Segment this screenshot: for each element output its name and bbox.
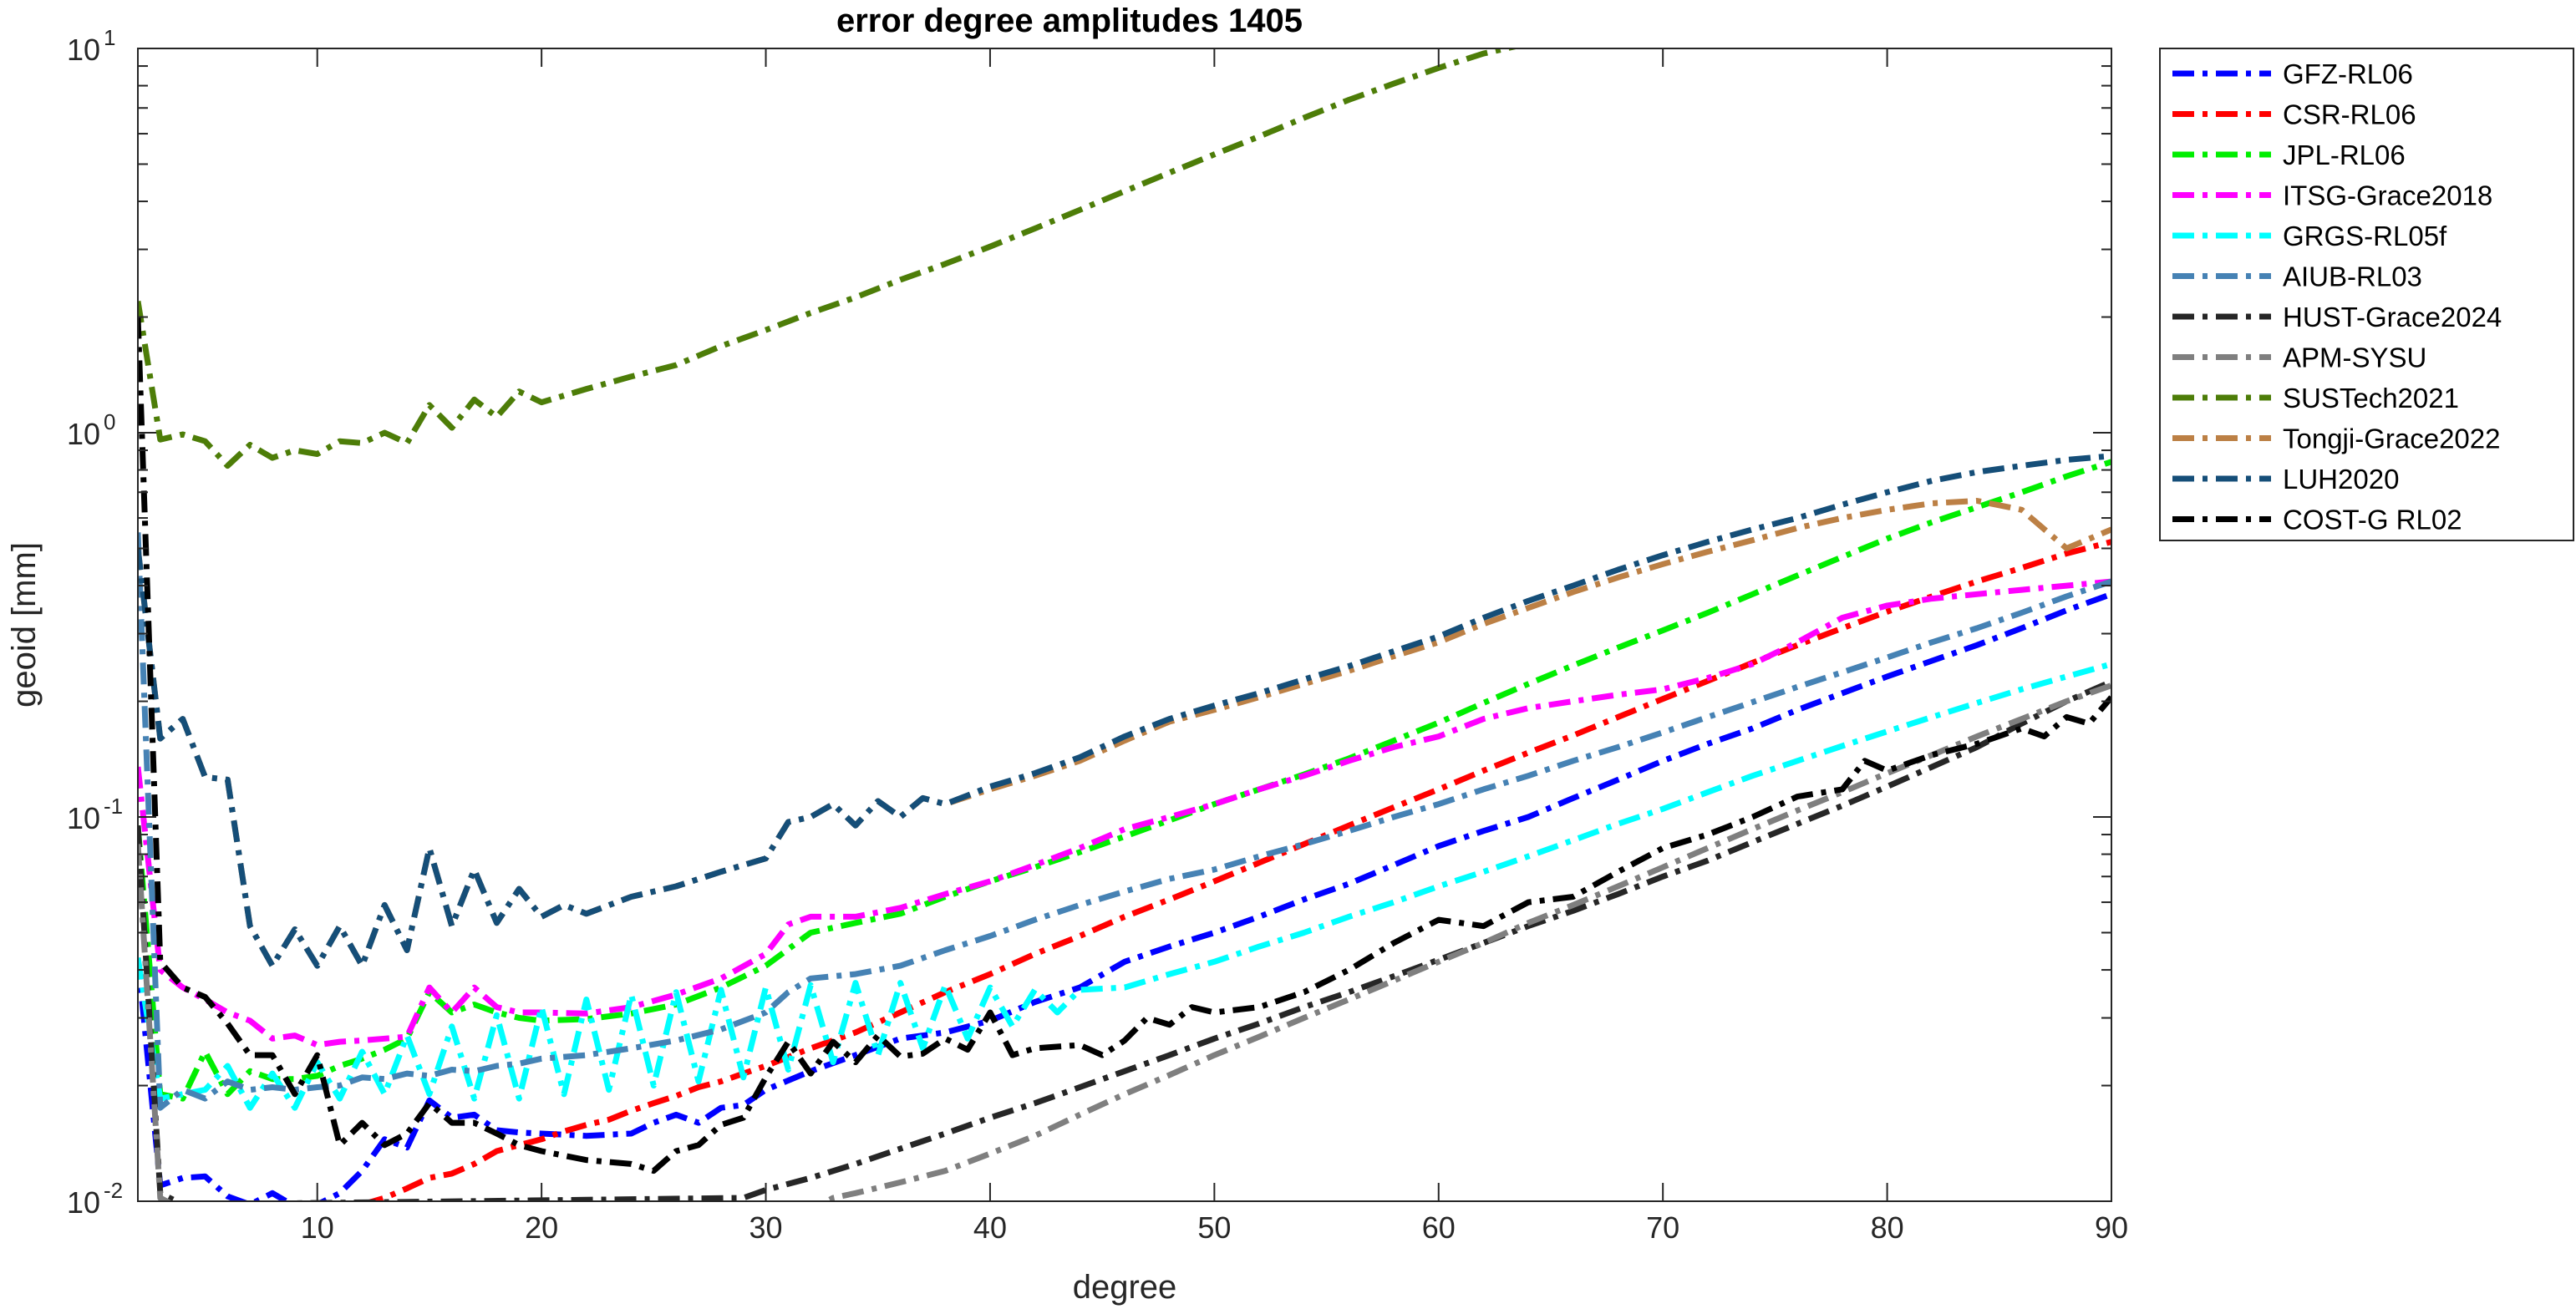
legend-label: ITSG-Grace2018 (2283, 180, 2492, 211)
legend-label: AIUB-RL03 (2283, 261, 2422, 292)
x-tick-label: 90 (2095, 1210, 2128, 1245)
x-tick-label: 70 (1646, 1210, 1679, 1245)
x-tick-label: 20 (525, 1210, 558, 1245)
series-line-5 (138, 532, 2111, 1111)
y-tick-label: 10 (67, 1185, 100, 1220)
series-line-4 (138, 661, 2111, 1111)
x-tick-label: 60 (1422, 1210, 1456, 1245)
legend: GFZ-RL06 CSR-RL06 JPL-RL06 ITSG-Grace2018 GR… (2159, 48, 2574, 541)
series-layer (138, 48, 2111, 1201)
y-tick-label: 10 (67, 33, 100, 67)
series-line-6 (138, 678, 2111, 1201)
legend-box (2159, 48, 2574, 541)
legend-label: Tongji-Grace2022 (2283, 424, 2501, 454)
y-tick-exponent: 1 (104, 25, 115, 50)
y-tick-exponent: 0 (104, 409, 115, 434)
y-tick-exponent: -2 (104, 1178, 123, 1203)
x-tick-label: 80 (1871, 1210, 1904, 1245)
y-tick-exponent: -1 (104, 794, 123, 819)
x-tick-label: 30 (749, 1210, 783, 1245)
legend-label: COST-G RL02 (2283, 505, 2462, 535)
series-line-8 (138, 48, 1520, 469)
legend-label: GFZ-RL06 (2283, 58, 2413, 89)
x-tick-label: 50 (1197, 1210, 1231, 1245)
series-line-11 (138, 317, 2111, 1175)
series-line-10 (138, 453, 2111, 969)
y-tick-label: 10 (67, 417, 100, 451)
x-tick-label: 10 (301, 1210, 334, 1245)
series-line-1 (363, 539, 2111, 1201)
legend-label: SUSTech2021 (2283, 383, 2459, 414)
y-axis-label: geoid [mm] (6, 542, 43, 708)
legend-label: GRGS-RL05f (2283, 221, 2447, 251)
series-line-0 (138, 591, 2111, 1201)
y-tick-label: 10 (67, 801, 100, 835)
legend-label: CSR-RL06 (2283, 99, 2416, 130)
x-tick-label: 40 (973, 1210, 1007, 1245)
legend-label: JPL-RL06 (2283, 140, 2406, 170)
x-axis-label: degree (1073, 1269, 1177, 1306)
series-line-2 (138, 459, 2111, 1102)
series-line-3 (138, 578, 2111, 1048)
legend-label: HUST-Grace2024 (2283, 302, 2502, 332)
plot-area-frame (137, 48, 2112, 1202)
series-line-9 (138, 498, 2111, 969)
series-line-7 (138, 682, 2111, 1201)
chart-title: error degree amplitudes 1405 (836, 3, 1303, 39)
legend-label: APM-SYSU (2283, 342, 2426, 373)
legend-label: LUH2020 (2283, 464, 2399, 495)
